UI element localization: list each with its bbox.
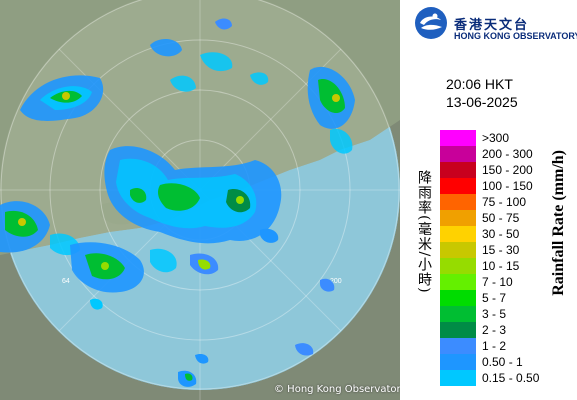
rain-echo <box>195 353 209 364</box>
legend-item: 50 - 75 <box>440 210 570 226</box>
legend-label: 0.50 - 1 <box>482 355 523 369</box>
legend-swatch <box>440 162 476 178</box>
legend-item: 2 - 3 <box>440 322 570 338</box>
legend-swatch <box>440 354 476 370</box>
range-ring-4 <box>0 0 400 390</box>
rain-echo <box>62 92 70 100</box>
legend-item: 30 - 50 <box>440 226 570 242</box>
rain-echo <box>260 228 279 243</box>
legend-title-chinese: 降雨率(毫米/小時) <box>416 170 432 294</box>
legend-item: 0.15 - 0.50 <box>440 370 570 386</box>
legend-item: 75 - 100 <box>440 194 570 210</box>
legend-swatch <box>440 178 476 194</box>
legend-item: 15 - 30 <box>440 242 570 258</box>
rain-echo <box>158 183 200 211</box>
legend-swatch <box>440 226 476 242</box>
azimuth-line-nw <box>58 48 201 191</box>
legend-swatch <box>440 210 476 226</box>
rain-echo <box>150 248 177 273</box>
legend-label: 50 - 75 <box>482 211 520 225</box>
range-ring-label-200: 200 <box>330 278 342 285</box>
range-ring-2 <box>99 89 301 291</box>
legend-swatch <box>440 338 476 354</box>
legend-swatch <box>440 290 476 306</box>
rain-echo <box>215 18 232 30</box>
legend-swatch <box>440 306 476 322</box>
rain-echo <box>185 373 193 381</box>
legend-item: 7 - 10 <box>440 274 570 290</box>
legend-label: 30 - 50 <box>482 227 520 241</box>
observatory-logo: 香港天文台 HONG KONG OBSERVATORY <box>414 6 577 41</box>
legend-item: 5 - 7 <box>440 290 570 306</box>
rain-echo <box>198 259 211 270</box>
legend-item: 150 - 200 <box>440 162 570 178</box>
range-ring-label-64: 64 <box>62 278 70 285</box>
legend-label: 1 - 2 <box>482 339 507 353</box>
legend-label: 150 - 200 <box>482 163 533 177</box>
legend-swatch <box>440 370 476 386</box>
rain-echo <box>330 128 353 154</box>
legend-label: 200 - 300 <box>482 147 533 161</box>
legend-swatch <box>440 274 476 290</box>
radar-map: 64 200 <box>0 0 400 400</box>
observation-date: 13-06-2025 <box>446 94 518 110</box>
legend-item: >300 <box>440 130 570 146</box>
rain-echo <box>150 38 182 57</box>
rain-echo <box>170 75 196 92</box>
legend-swatch <box>440 130 476 146</box>
legend-swatch <box>440 146 476 162</box>
mainland-in-range <box>0 0 400 255</box>
rain-echo <box>320 278 335 292</box>
radar-map-svg: 64 200 <box>0 0 400 400</box>
legend-label: 5 - 7 <box>482 291 507 305</box>
legend-swatch <box>440 242 476 258</box>
legend-item: 200 - 300 <box>440 146 570 162</box>
legend-title-english: Rainfall Rate (mm/h) <box>550 150 567 296</box>
legend-label: 0.15 - 0.50 <box>482 371 540 385</box>
rain-echo <box>236 196 244 204</box>
rain-echo <box>318 79 345 114</box>
rain-echo <box>18 218 26 226</box>
legend-item: 1 - 2 <box>440 338 570 354</box>
logo-chinese-name: 香港天文台 <box>454 18 530 33</box>
legend-panel: 香港天文台 HONG KONG OBSERVATORY 20:06 HKT 13… <box>400 0 577 400</box>
rain-echo <box>200 52 233 72</box>
rain-echo <box>332 94 340 102</box>
legend-item: 0.50 - 1 <box>440 354 570 370</box>
rain-echo <box>90 298 103 310</box>
legend-label: 2 - 3 <box>482 323 507 337</box>
rain-echoes <box>0 18 355 387</box>
legend-item: 100 - 150 <box>440 178 570 194</box>
legend-swatch <box>440 194 476 210</box>
hko-emblem-icon <box>415 7 447 39</box>
rain-echo <box>295 343 314 356</box>
observation-time: 20:06 HKT <box>446 76 513 92</box>
legend-item: 10 - 15 <box>440 258 570 274</box>
copyright-notice: © Hong Kong Observatory <box>274 384 400 395</box>
legend-label: 15 - 30 <box>482 243 520 257</box>
legend-item: 3 - 5 <box>440 306 570 322</box>
logo-english-name: HONG KONG OBSERVATORY <box>454 31 577 41</box>
legend-label: 3 - 5 <box>482 307 507 321</box>
legend-swatch <box>440 322 476 338</box>
legend-label: 7 - 10 <box>482 275 513 289</box>
legend-label: 100 - 150 <box>482 179 533 193</box>
rain-echo <box>101 262 109 270</box>
rain-echo <box>130 188 147 203</box>
legend-label: 10 - 15 <box>482 259 520 273</box>
legend-label: 75 - 100 <box>482 195 527 209</box>
range-ring-3 <box>49 39 351 341</box>
rain-echo <box>250 72 269 85</box>
legend-swatch <box>440 258 476 274</box>
legend-label: >300 <box>482 131 510 145</box>
